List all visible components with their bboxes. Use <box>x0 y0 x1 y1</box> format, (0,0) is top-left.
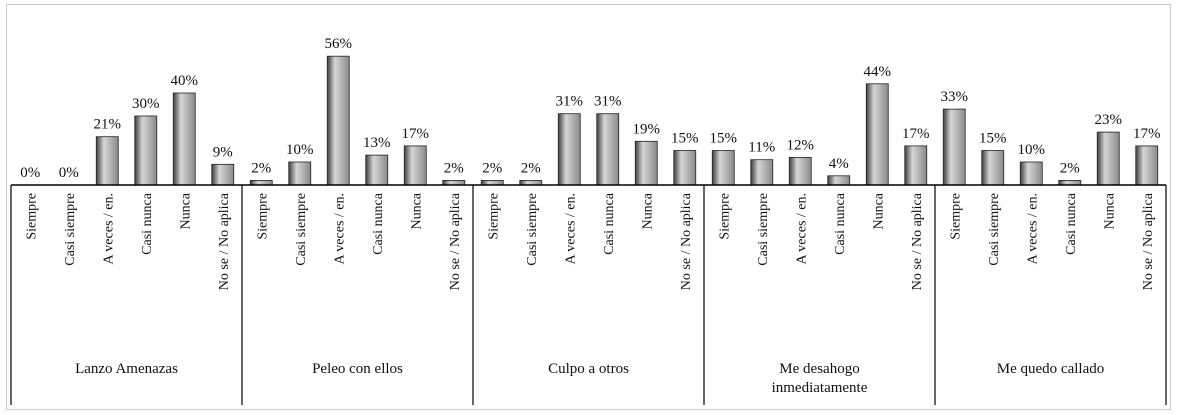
data-label: 19% <box>633 121 661 137</box>
category-label: Casi siempre <box>987 193 1002 266</box>
bar <box>326 55 350 186</box>
category-label: Casi nunca <box>371 192 386 255</box>
data-label: 31% <box>594 94 622 110</box>
bar <box>788 156 812 186</box>
category-label: Siempre <box>255 193 270 240</box>
category-label: No se / No aplica <box>217 192 232 290</box>
data-label: 17% <box>1133 126 1161 142</box>
category-label: A veces / en. <box>1025 193 1040 265</box>
data-label: 15% <box>979 131 1007 147</box>
category-label: Casi siempre <box>525 193 540 266</box>
bar <box>673 150 697 186</box>
data-label: 17% <box>402 126 430 142</box>
data-label: 10% <box>286 142 314 158</box>
group-label: Peleo con ellos <box>312 361 403 377</box>
bar <box>95 136 119 186</box>
labels-layer: 0% Siempre 0% Casi siempre 21% A veces / en. 3… <box>20 36 1160 396</box>
data-label: 40% <box>171 73 199 89</box>
data-label: 31% <box>556 94 584 110</box>
bar <box>557 113 581 186</box>
bar <box>981 150 1005 186</box>
bar <box>904 145 928 186</box>
data-label: 4% <box>829 156 849 172</box>
category-label: Nunca <box>409 192 424 229</box>
group-label: inmediatamente <box>772 380 868 396</box>
data-label: 2% <box>482 160 502 176</box>
bar <box>1096 131 1120 186</box>
bar-chart: 0% Siempre 0% Casi siempre 21% A veces / en. 3… <box>10 36 1167 405</box>
bar <box>288 161 312 186</box>
category-label: No se / No aplica <box>910 192 925 290</box>
category-label: No se / No aplica <box>679 192 694 290</box>
data-label: 23% <box>1095 112 1123 128</box>
category-label: A veces / en. <box>794 193 809 265</box>
bar <box>942 108 966 186</box>
data-label: 12% <box>787 137 815 153</box>
group-label: Me quedo callado <box>997 361 1104 377</box>
category-label: Siempre <box>486 193 501 240</box>
bar <box>596 113 620 186</box>
bar <box>827 175 851 186</box>
data-label: 2% <box>1060 160 1080 176</box>
group-label: Culpo a otros <box>548 361 629 377</box>
category-label: A veces / en. <box>101 193 116 265</box>
category-label: Nunca <box>871 192 886 229</box>
bar <box>211 163 235 186</box>
category-label: Nunca <box>1102 192 1117 229</box>
category-label: No se / No aplica <box>1141 192 1156 290</box>
data-label: 21% <box>94 117 122 133</box>
data-label: 0% <box>59 165 79 181</box>
group-label: Lanzo Amenazas <box>75 361 178 377</box>
category-label: Siempre <box>717 193 732 240</box>
category-label: Siempre <box>24 193 39 240</box>
data-label: 2% <box>444 160 464 176</box>
data-label: 2% <box>251 160 271 176</box>
category-label: Casi siempre <box>756 193 771 266</box>
bar <box>172 92 196 186</box>
category-label: Casi siempre <box>63 193 78 266</box>
bar <box>1135 145 1159 186</box>
data-label: 56% <box>325 36 353 52</box>
data-label: 30% <box>132 96 160 112</box>
axis-layer <box>10 184 1167 405</box>
data-label: 17% <box>902 126 930 142</box>
bar <box>403 145 427 186</box>
bar <box>634 140 658 186</box>
bar <box>1019 161 1043 186</box>
category-label: Siempre <box>948 193 963 240</box>
bar <box>711 150 735 186</box>
data-label: 9% <box>213 144 233 160</box>
category-label: Casi nunca <box>1064 192 1079 255</box>
category-label: Nunca <box>178 192 193 229</box>
bar <box>750 159 774 186</box>
data-label: 2% <box>521 160 541 176</box>
group-label: Me desahogo <box>779 361 859 377</box>
data-label: 13% <box>363 135 391 151</box>
data-label: 44% <box>864 64 892 80</box>
data-label: 0% <box>20 165 40 181</box>
bar <box>134 115 158 186</box>
bar <box>865 83 889 186</box>
bars-layer <box>95 55 1159 186</box>
data-label: 11% <box>748 140 775 156</box>
category-label: A veces / en. <box>332 193 347 265</box>
category-label: A veces / en. <box>563 193 578 265</box>
category-label: Nunca <box>640 192 655 229</box>
category-label: Casi nunca <box>833 192 848 255</box>
data-label: 10% <box>1018 142 1046 158</box>
category-label: Casi nunca <box>140 192 155 255</box>
data-label: 33% <box>941 89 969 105</box>
category-label: Casi nunca <box>602 192 617 255</box>
category-label: No se / No aplica <box>448 192 463 290</box>
bar <box>365 154 389 186</box>
category-label: Casi siempre <box>294 193 309 266</box>
data-label: 15% <box>671 131 699 147</box>
chart-container: 0% Siempre 0% Casi siempre 21% A veces / en. 3… <box>6 4 1171 410</box>
data-label: 15% <box>710 131 738 147</box>
